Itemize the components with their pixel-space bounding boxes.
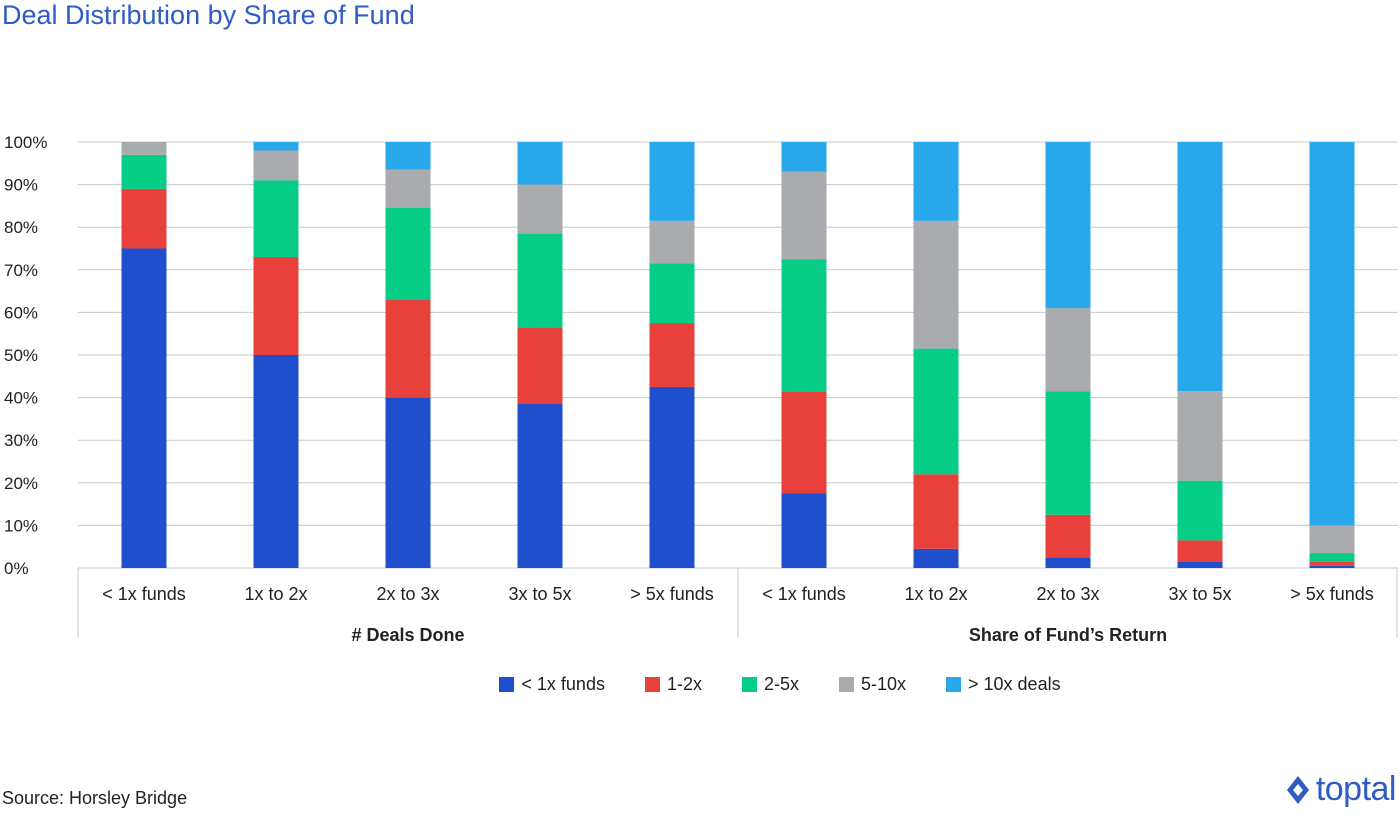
y-tick-label: 100% xyxy=(4,133,47,152)
y-tick-label: 10% xyxy=(4,516,38,535)
bar-segment xyxy=(253,257,299,355)
y-tick-label: 80% xyxy=(4,218,38,237)
bar-segment xyxy=(517,142,563,185)
bar-segment xyxy=(1045,514,1091,558)
bar-segment xyxy=(1045,391,1091,515)
bar-segment xyxy=(649,220,695,264)
legend-label: 5-10x xyxy=(860,674,907,694)
bar-segment xyxy=(781,171,827,260)
bar-segment xyxy=(913,474,959,549)
bar-segment xyxy=(1177,561,1223,568)
bar-segment xyxy=(1177,391,1223,481)
bar-segment xyxy=(385,208,431,300)
legend-item: 1-2x xyxy=(644,674,702,695)
y-tick-label: 90% xyxy=(4,176,38,195)
legend-label: 1-2x xyxy=(666,674,702,694)
y-tick-label: 40% xyxy=(4,389,38,408)
bar-segment xyxy=(1177,142,1223,392)
x-tick-label: > 5x funds xyxy=(630,584,714,604)
brand-logo: toptal xyxy=(1283,770,1397,809)
source-note: Source: Horsley Bridge xyxy=(2,788,188,808)
bar-segment xyxy=(385,169,431,209)
bar-segment xyxy=(1045,308,1091,392)
stacked-bar-chart: 0% 10% 20% 30% 40% 50% 60% 70% 80% 90% 100% < 1x fu… xyxy=(4,133,1398,645)
bar-segment xyxy=(121,142,167,155)
bar-segment xyxy=(121,248,167,568)
bar-segment xyxy=(253,355,299,568)
bar-segment xyxy=(1045,557,1091,568)
legend-label: 2-5x xyxy=(763,674,799,694)
x-tick-label: 3x to 5x xyxy=(1168,584,1231,604)
y-tick-label: 0% xyxy=(4,559,29,578)
group-label: Share of Fund’s Return xyxy=(969,625,1167,645)
y-tick-label: 30% xyxy=(4,431,38,450)
x-tick-label: 2x to 3x xyxy=(376,584,439,604)
legend-swatch xyxy=(946,677,962,692)
bar-segment xyxy=(781,391,827,494)
bar-segment xyxy=(1309,525,1355,554)
bar-segment xyxy=(649,263,695,324)
legend-item: 5-10x xyxy=(838,674,907,695)
bar-segment xyxy=(1177,540,1223,562)
bar-segment xyxy=(517,184,563,234)
legend-item: < 1x funds xyxy=(499,674,605,695)
bar-segment xyxy=(913,220,959,349)
toptal-logo-icon xyxy=(1286,775,1309,804)
bar-segment xyxy=(385,299,431,398)
legend: < 1x funds 1-2x 2-5x 5-10x > 10x deals xyxy=(0,674,1400,695)
bar-segment xyxy=(781,142,827,172)
bar-segment xyxy=(913,142,959,221)
bar-segment xyxy=(253,180,299,258)
bar-segment xyxy=(385,397,431,568)
legend-swatch xyxy=(741,677,757,692)
bar-segment xyxy=(517,403,563,568)
x-tick-label: 1x to 2x xyxy=(904,584,967,604)
bar-segment xyxy=(121,188,167,249)
bar-segment xyxy=(1309,142,1355,526)
bar-segment xyxy=(1177,480,1223,541)
brand-name: toptal xyxy=(1315,770,1397,808)
bar-segment xyxy=(649,142,695,221)
x-tick-label: > 5x funds xyxy=(1290,584,1374,604)
bar-segment xyxy=(1309,561,1355,566)
legend-label: > 10x deals xyxy=(968,674,1061,694)
legend-label: < 1x funds xyxy=(521,674,605,694)
bar-segment xyxy=(649,386,695,568)
bar-segment xyxy=(253,142,299,151)
y-tick-label: 70% xyxy=(4,261,38,280)
x-tick-label: 1x to 2x xyxy=(244,584,307,604)
bar-segment xyxy=(517,233,563,328)
bar-segment xyxy=(913,548,959,568)
bar-segment xyxy=(121,154,167,189)
legend-swatch xyxy=(838,677,854,692)
bar-segment xyxy=(781,493,827,568)
bars xyxy=(121,142,1355,568)
legend-swatch xyxy=(499,677,515,692)
axes: 0% 10% 20% 30% 40% 50% 60% 70% 80% 90% 100% < 1x fu… xyxy=(4,133,1398,645)
x-tick-label: 3x to 5x xyxy=(508,584,571,604)
bar-segment xyxy=(913,348,959,475)
bar-segment xyxy=(649,323,695,387)
y-tick-label: 20% xyxy=(4,474,38,493)
bar-segment xyxy=(517,327,563,404)
bar-segment xyxy=(781,259,827,392)
bar-segment xyxy=(253,150,299,181)
legend-item: > 10x deals xyxy=(946,674,1061,695)
y-tick-label: 60% xyxy=(4,303,38,322)
chart-title: Deal Distribution by Share of Fund xyxy=(2,0,415,30)
y-tick-label: 50% xyxy=(4,346,38,365)
group-label: # Deals Done xyxy=(351,625,464,645)
legend-item: 2-5x xyxy=(741,674,799,695)
x-tick-label: < 1x funds xyxy=(762,584,846,604)
bar-segment xyxy=(1309,565,1355,568)
legend-swatch xyxy=(644,677,660,692)
x-tick-label: 2x to 3x xyxy=(1036,584,1099,604)
bar-segment xyxy=(1309,553,1355,562)
bar-segment xyxy=(385,142,431,170)
x-tick-label: < 1x funds xyxy=(102,584,186,604)
bar-segment xyxy=(1045,142,1091,309)
